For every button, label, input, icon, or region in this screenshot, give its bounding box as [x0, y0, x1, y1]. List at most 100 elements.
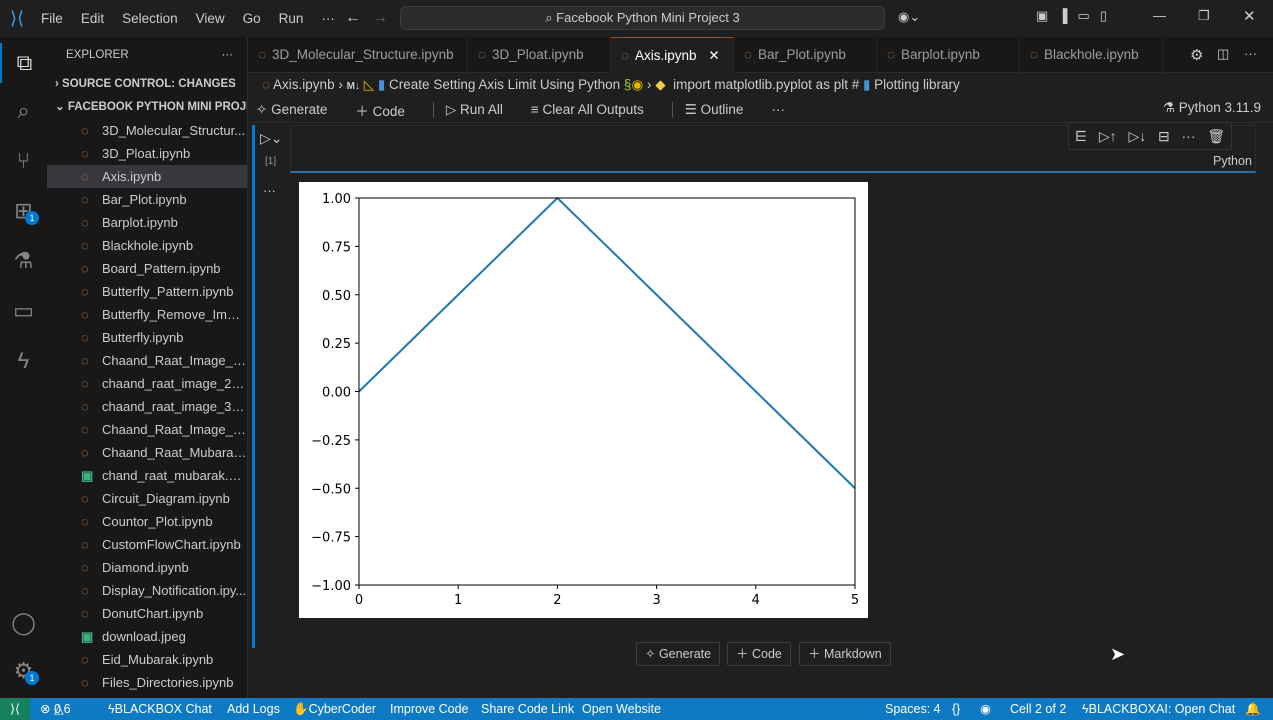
file-item[interactable]: ◌ Bar_Plot.ipynb — [47, 188, 247, 211]
file-item[interactable]: ◌ chaand_raat_image_2.i... — [47, 372, 247, 395]
run-by-line-icon[interactable]: ⋿ — [1074, 127, 1088, 144]
delete-icon[interactable]: 🗑 — [1207, 127, 1226, 144]
project-section[interactable]: ⌄ FACEBOOK PYTHON MINI PROJE... — [47, 96, 247, 119]
add-code-button[interactable]: ＋ Code — [355, 103, 405, 119]
file-item[interactable]: ◌ Barplot.ipynb — [47, 211, 247, 234]
tab[interactable]: ◌ Axis.ipynb ✕ — [611, 37, 734, 73]
breadcrumb-file[interactable]: Axis.ipynb — [273, 77, 335, 92]
copilot-status-icon[interactable]: ◉ — [980, 702, 991, 716]
add-logs[interactable]: Add Logs — [227, 702, 280, 716]
tab[interactable]: ◌ Blackhole.ipynb — [1020, 37, 1163, 73]
layout-icons[interactable]: ▣▐▭▯ — [1036, 8, 1117, 23]
file-item[interactable]: ◌ 3D_Ploat.ipynb — [47, 142, 247, 165]
restore-button[interactable]: ❐ — [1198, 8, 1210, 23]
menu-item[interactable]: Edit — [80, 11, 105, 26]
file-item[interactable]: ▣ download.jpeg — [47, 625, 247, 648]
problems-indicator[interactable]: ⊗ 0 △ 6 — [40, 702, 71, 716]
clear-outputs-button[interactable]: ≡ Clear All Outputs — [530, 102, 644, 117]
outline-button[interactable]: ☰ Outline — [684, 101, 744, 117]
remote-indicator[interactable]: ⟩⟨ — [0, 698, 30, 720]
file-item[interactable]: ◌ Files_Directories.ipynb — [47, 671, 247, 694]
tab[interactable]: ◌ Barplot.ipynb — [877, 37, 1020, 73]
file-item[interactable]: ◌ Butterfly_Remove_Imag... — [47, 303, 247, 326]
indentation[interactable]: Spaces: 4 — [885, 702, 941, 716]
file-item[interactable]: ◌ Display_Notification.ipy... — [47, 579, 247, 602]
cell-language[interactable]: Python — [1213, 154, 1252, 168]
run-cell-button[interactable]: ▷⌄ — [260, 130, 283, 146]
menu-item[interactable]: Selection — [122, 11, 178, 26]
file-item[interactable]: ▣ chand_raat_mubarak.png — [47, 464, 247, 487]
execute-above-icon[interactable]: ▷↑ — [1098, 127, 1117, 144]
more-actions-icon[interactable]: ··· — [1244, 46, 1257, 61]
close-tab-icon[interactable]: ✕ — [708, 48, 720, 63]
file-item[interactable]: ◌ Chaand_Raat_Mubarak.... — [47, 441, 247, 464]
generate-cell-button[interactable]: ✧ Generate — [636, 642, 721, 666]
notebook-icon: ◌ — [81, 606, 89, 621]
menu-item[interactable]: ··· — [321, 11, 335, 26]
explorer-icon[interactable]: ⧉ — [0, 43, 47, 83]
accounts-icon[interactable]: ◯ — [11, 610, 36, 635]
file-item[interactable]: ◌ Chaand_Raat_Image_4.i... — [47, 418, 247, 441]
more-icon[interactable]: ··· — [1181, 128, 1196, 144]
improve-code[interactable]: Improve Code — [390, 702, 469, 716]
file-item[interactable]: ◌ chaand_raat_image_3.i... — [47, 395, 247, 418]
breadcrumb-section[interactable]: Create Setting Axis Limit Using Python — [389, 77, 621, 92]
open-website[interactable]: Open Website — [582, 702, 661, 716]
back-icon[interactable]: ← — [345, 9, 361, 26]
menu-item[interactable]: Go — [242, 11, 261, 26]
tab[interactable]: ◌ 3D_Ploat.ipynb — [468, 37, 611, 73]
add-code-cell-button[interactable]: ＋ Code — [727, 642, 791, 666]
close-button[interactable]: ✕ — [1243, 8, 1256, 25]
copilot-icon[interactable]: ◉⌄ — [898, 9, 921, 24]
cybercoder[interactable]: ✋ CyberCoder — [293, 702, 376, 716]
share-code-link[interactable]: Share Code Link — [481, 702, 575, 716]
generate-button[interactable]: ✧ Generate — [256, 101, 328, 117]
menu-item[interactable]: View — [195, 11, 225, 26]
braces-icon[interactable]: {} — [952, 702, 961, 716]
source-control-icon[interactable]: ⑂ — [16, 148, 31, 173]
extensions-icon[interactable]: ⊞ 1 — [0, 191, 47, 231]
tab[interactable]: ◌ Bar_Plot.ipynb — [734, 37, 877, 73]
more-button[interactable]: ··· — [771, 102, 785, 117]
kernel-picker[interactable]: ⚗ Python 3.11.9 — [1162, 100, 1261, 115]
file-item[interactable]: ◌ Countor_Plot.ipynb — [47, 510, 247, 533]
breadcrumb-code[interactable]: import matplotlib.pyplot as plt # — [673, 77, 863, 92]
add-markdown-cell-button[interactable]: ＋ Markdown — [799, 642, 891, 666]
source-control-section[interactable]: › SOURCE CONTROL: CHANGES — [55, 78, 236, 90]
more-icon[interactable]: ··· — [221, 49, 234, 61]
cell-indicator[interactable]: Cell 2 of 2 — [1010, 702, 1067, 716]
file-item[interactable]: ◌ Diamond.ipynb — [47, 556, 247, 579]
remote-icon[interactable]: ▭ — [13, 298, 34, 323]
split-cell-icon[interactable]: ⊟ — [1158, 127, 1170, 144]
forward-icon[interactable]: → — [372, 9, 388, 26]
search-icon[interactable]: ⌕ — [17, 98, 30, 123]
file-item[interactable]: ◌ DonutChart.ipynb — [47, 602, 247, 625]
settings-icon[interactable]: ⚙ — [1190, 47, 1204, 64]
tab[interactable]: ◌ 3D_Molecular_Structure.ipynb — [248, 37, 468, 73]
manage-gear-icon[interactable]: ⚙ 1 — [0, 651, 47, 691]
file-item[interactable]: ◌ Butterfly.ipynb — [47, 326, 247, 349]
execute-below-icon[interactable]: ▷↓ — [1128, 127, 1147, 144]
file-item[interactable]: ◌ Blackhole.ipynb — [47, 234, 247, 257]
file-item[interactable]: ◌ Eid_Mubarak.ipynb — [47, 648, 247, 671]
split-editor-icon[interactable]: ◫ — [1217, 46, 1230, 61]
file-item[interactable]: ◌ Chaand_Raat_Image_1.i... — [47, 349, 247, 372]
file-item[interactable]: ◌ CustomFlowChart.ipynb — [47, 533, 247, 556]
notifications-icon[interactable]: 🔔 — [1245, 702, 1261, 716]
menu-item[interactable]: Run — [278, 11, 304, 26]
file-item[interactable]: ◌ Axis.ipynb — [47, 165, 247, 188]
output-more-icon[interactable]: ··· — [263, 183, 276, 198]
blackbox-chat[interactable]: ϟ BLACKBOX Chat — [108, 702, 212, 716]
minimize-button[interactable]: — — [1153, 8, 1166, 23]
blackbox-icon[interactable]: ϟ — [17, 348, 30, 373]
code-cell[interactable] — [290, 125, 1256, 173]
command-center-search[interactable]: ⌕ Facebook Python Mini Project 3 — [400, 6, 885, 30]
file-item[interactable]: ◌ 3D_Molecular_Structur... — [47, 119, 247, 142]
run-all-button[interactable]: ▷ Run All — [445, 101, 503, 117]
file-item[interactable]: ◌ Butterfly_Pattern.ipynb — [47, 280, 247, 303]
testing-icon[interactable]: ⚗ — [13, 248, 34, 273]
blackboxai-chat[interactable]: ϟ BLACKBOXAI: Open Chat — [1082, 702, 1236, 716]
file-item[interactable]: ◌ Circuit_Diagram.ipynb — [47, 487, 247, 510]
menu-item[interactable]: File — [41, 11, 63, 26]
file-item[interactable]: ◌ Board_Pattern.ipynb — [47, 257, 247, 280]
